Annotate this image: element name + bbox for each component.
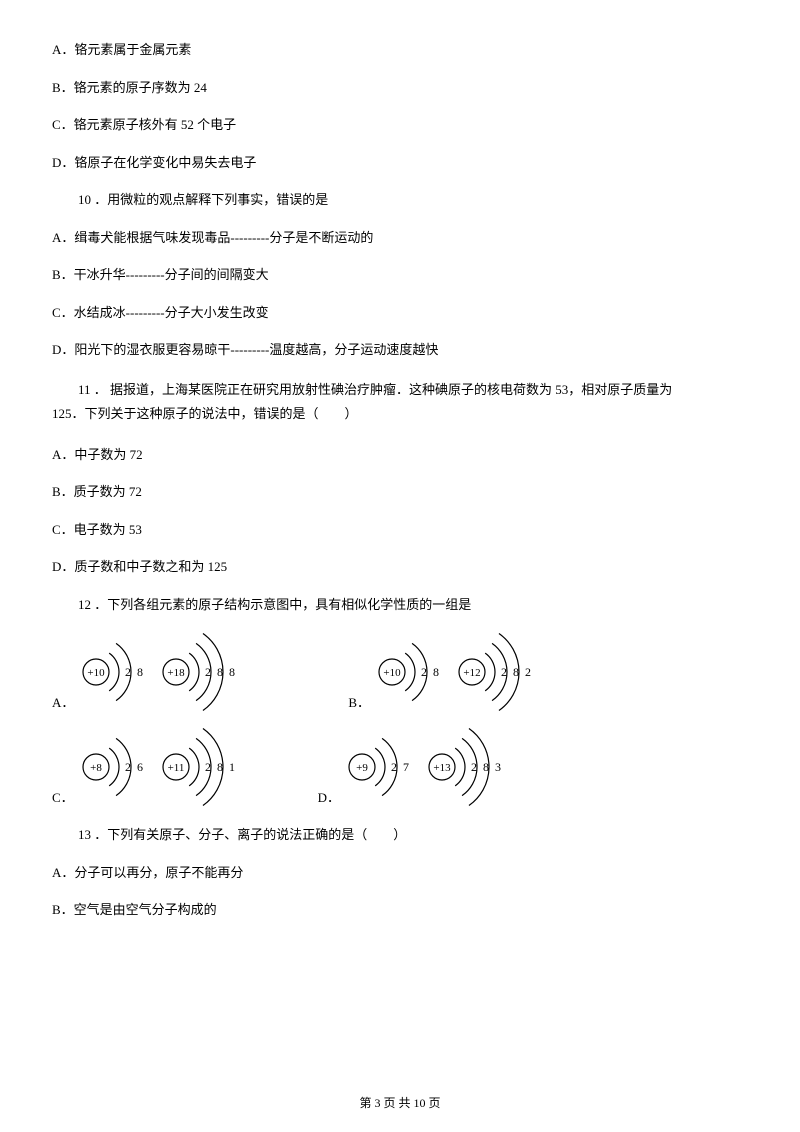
- atom-d1: +927: [344, 727, 424, 807]
- q11-option-a: A．中子数为 72: [52, 445, 748, 465]
- q12-diagram-d: +927 +13283: [344, 727, 524, 807]
- atom-a1: +1028: [78, 632, 158, 712]
- q11-option-c: C．电子数为 53: [52, 520, 748, 540]
- q13-option-a: A．分子可以再分，原子不能再分: [52, 863, 748, 883]
- q10-option-d: D．阳光下的湿衣服更容易晾干---------温度越高，分子运动速度越快: [52, 340, 748, 360]
- atom-b1: +1028: [374, 632, 454, 712]
- question-12: 12 ．下列各组元素的原子结构示意图中，具有相似化学性质的一组是: [52, 595, 748, 615]
- svg-text:8: 8: [513, 665, 519, 679]
- q12-row-cd: C． +826 +11281 D． +927 +13283: [52, 727, 748, 807]
- svg-text:+13: +13: [433, 762, 451, 774]
- q11-option-b: B．质子数为 72: [52, 482, 748, 502]
- option-d-chromium: D．铬原子在化学变化中易失去电子: [52, 153, 748, 173]
- svg-text:8: 8: [433, 665, 439, 679]
- question-13: 13 ．下列有关原子、分子、离子的说法正确的是（ ）: [52, 825, 748, 845]
- q10-option-b: B．干冰升华---------分子间的间隔变大: [52, 265, 748, 285]
- q11-line1: 11 ． 据报道，上海某医院正在研究用放射性碘治疗肿瘤．这种碘原子的核电荷数为 …: [52, 378, 748, 403]
- option-b-chromium: B．铬元素的原子序数为 24: [52, 78, 748, 98]
- q12-diagram-a: +1028 +18288: [78, 632, 258, 712]
- q10-option-a: A．缉毒犬能根据气味发现毒品---------分子是不断运动的: [52, 228, 748, 248]
- svg-text:1: 1: [229, 760, 235, 774]
- q12-diagram-c: +826 +11281: [78, 727, 258, 807]
- svg-text:3: 3: [495, 760, 501, 774]
- q12-diagram-b: +1028 +12282: [374, 632, 554, 712]
- question-10: 10 ．用微粒的观点解释下列事实，错误的是: [52, 190, 748, 210]
- atom-a2: +18288: [158, 632, 258, 712]
- option-a-chromium: A．铬元素属于金属元素: [52, 40, 748, 60]
- q12-label-d: D．: [318, 788, 340, 808]
- atom-c2: +11281: [158, 727, 258, 807]
- q13-option-b: B．空气是由空气分子构成的: [52, 900, 748, 920]
- svg-text:+10: +10: [383, 667, 401, 679]
- svg-text:2: 2: [525, 665, 531, 679]
- svg-text:+9: +9: [356, 762, 368, 774]
- svg-text:8: 8: [137, 665, 143, 679]
- q11-line2: 125．下列关于这种原子的说法中，错误的是（ ）: [52, 402, 748, 427]
- svg-text:7: 7: [403, 760, 409, 774]
- q12-row-ab: A． +1028 +18288 B． +1028 +12282: [52, 632, 748, 712]
- svg-text:+18: +18: [168, 667, 186, 679]
- q12-label-c: C．: [52, 788, 74, 808]
- atom-d2: +13283: [424, 727, 524, 807]
- svg-text:8: 8: [217, 760, 223, 774]
- svg-text:8: 8: [483, 760, 489, 774]
- atom-b2: +12282: [454, 632, 554, 712]
- svg-text:8: 8: [217, 665, 223, 679]
- svg-text:6: 6: [137, 760, 143, 774]
- q12-label-a: A．: [52, 693, 74, 713]
- svg-text:+8: +8: [90, 762, 102, 774]
- svg-text:+11: +11: [167, 762, 184, 774]
- page-footer: 第 3 页 共 10 页: [0, 1094, 800, 1112]
- svg-text:+10: +10: [88, 667, 106, 679]
- svg-text:+12: +12: [463, 667, 480, 679]
- atom-c1: +826: [78, 727, 158, 807]
- q11-option-d: D．质子数和中子数之和为 125: [52, 557, 748, 577]
- q12-label-b: B．: [348, 693, 370, 713]
- svg-text:8: 8: [229, 665, 235, 679]
- question-11: 11 ． 据报道，上海某医院正在研究用放射性碘治疗肿瘤．这种碘原子的核电荷数为 …: [52, 378, 748, 427]
- option-c-chromium: C．铬元素原子核外有 52 个电子: [52, 115, 748, 135]
- q10-option-c: C．水结成冰---------分子大小发生改变: [52, 303, 748, 323]
